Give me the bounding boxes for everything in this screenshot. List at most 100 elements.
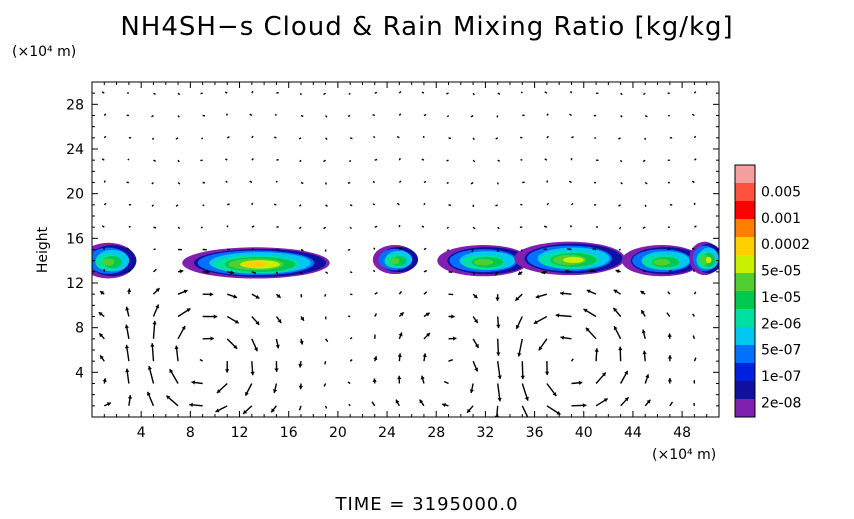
- wind-vector: [517, 270, 523, 276]
- wind-vector: [177, 115, 180, 118]
- wind-vector: [472, 92, 475, 96]
- wind-vector-shaft: [569, 225, 573, 228]
- wind-vector-head: [272, 389, 278, 393]
- wind-vector-shaft: [249, 180, 253, 184]
- wind-vector: [618, 137, 622, 140]
- wind-vector: [323, 92, 326, 96]
- wind-vector-head: [189, 402, 193, 407]
- wind-vector: [99, 290, 105, 295]
- wind-vector: [200, 226, 203, 229]
- wind-vector-shaft: [127, 158, 130, 161]
- colorbar-swatch: [735, 219, 755, 238]
- wind-vector-shaft: [226, 113, 228, 116]
- wind-vector-shaft: [472, 92, 475, 96]
- wind-vector-head: [146, 391, 151, 396]
- wind-vector: [446, 92, 449, 95]
- wind-vector: [446, 115, 450, 118]
- colorbar-label: 5e-07: [761, 343, 801, 359]
- wind-vector-head: [166, 395, 171, 400]
- wind-vector: [151, 204, 155, 207]
- wind-vector-shaft: [446, 115, 450, 118]
- y-tick-label: 12: [66, 276, 84, 292]
- wind-vector: [349, 337, 353, 340]
- wind-vector-head: [515, 296, 520, 301]
- wind-vector: [667, 291, 671, 295]
- wind-vector-head: [585, 327, 590, 332]
- x-tick-label: 28: [427, 425, 445, 441]
- wind-vector: [569, 113, 572, 117]
- colorbar-swatch: [735, 201, 755, 220]
- wind-vector-head: [147, 366, 152, 370]
- wind-vector-head: [234, 319, 239, 324]
- wind-vector: [153, 268, 157, 273]
- wind-vector-shaft: [544, 158, 548, 161]
- wind-vector-shaft: [372, 203, 376, 206]
- wind-vector-shaft: [446, 181, 449, 185]
- wind-vector-shaft: [569, 91, 573, 94]
- wind-vector-shaft: [495, 204, 499, 207]
- wind-vector-shaft: [691, 113, 695, 117]
- wind-vector: [586, 289, 597, 295]
- colorbar-swatch: [735, 273, 755, 292]
- wind-vector-head: [645, 374, 650, 379]
- wind-vector-shaft: [152, 137, 155, 140]
- wind-vector: [620, 181, 623, 185]
- wind-vector: [694, 225, 697, 228]
- x-tick-label: 12: [231, 425, 249, 441]
- wind-vector: [128, 225, 131, 228]
- wind-vector: [202, 314, 218, 319]
- wind-vector-shaft: [642, 269, 646, 273]
- wind-vector-shaft: [472, 271, 476, 275]
- wind-vector: [692, 313, 695, 317]
- wind-vector: [560, 291, 572, 296]
- wind-vector: [667, 355, 673, 362]
- wind-vector-head: [515, 324, 520, 329]
- wind-vector: [177, 269, 184, 274]
- wind-vector: [372, 113, 376, 117]
- wind-vector: [571, 380, 583, 385]
- wind-vector: [589, 268, 597, 274]
- wind-vector-head: [399, 312, 404, 317]
- y-tick-label: 4: [75, 365, 84, 381]
- x-tick-label: 20: [329, 425, 347, 441]
- colorbar-label: 0.001: [761, 211, 801, 227]
- wind-vector-head: [191, 380, 196, 385]
- wind-vector: [495, 204, 499, 207]
- wind-vector: [421, 225, 425, 228]
- wind-vector-shaft: [642, 92, 646, 96]
- wind-vector: [251, 225, 255, 228]
- wind-vector-shaft: [618, 226, 622, 230]
- wind-vector-shaft: [276, 91, 279, 94]
- wind-vector-head: [373, 356, 378, 361]
- wind-vector-shaft: [153, 159, 157, 162]
- wind-vector: [349, 204, 353, 207]
- wind-vector: [640, 309, 646, 317]
- wind-vector-head: [538, 346, 543, 351]
- wind-vector-shaft: [470, 181, 474, 185]
- x-tick-label: 32: [476, 425, 494, 441]
- wind-vector: [124, 344, 130, 362]
- wind-vector: [585, 327, 597, 340]
- wind-vector-shaft: [153, 268, 157, 273]
- wind-vector-shaft: [669, 401, 674, 407]
- wind-vector: [152, 137, 155, 140]
- wind-vector: [153, 226, 157, 229]
- wind-vector-shaft: [274, 113, 277, 116]
- wind-vector: [398, 247, 402, 251]
- wind-vector: [250, 361, 255, 376]
- wind-vector: [299, 338, 304, 345]
- wind-vector-head: [473, 319, 478, 324]
- wind-vector-head: [215, 408, 220, 413]
- wind-vector: [612, 307, 622, 317]
- wind-vector-shaft: [495, 137, 499, 140]
- wind-vector-shaft: [642, 226, 646, 229]
- wind-vector-shaft: [571, 202, 574, 206]
- wind-vector-shaft: [323, 159, 326, 163]
- wind-vector-shaft: [448, 204, 452, 207]
- wind-vector-shaft: [275, 180, 278, 183]
- wind-vector: [471, 249, 474, 253]
- wind-vector-shaft: [620, 159, 623, 163]
- wind-vector: [225, 158, 228, 161]
- colorbar-swatch: [735, 399, 755, 418]
- wind-vector-shaft: [423, 291, 428, 295]
